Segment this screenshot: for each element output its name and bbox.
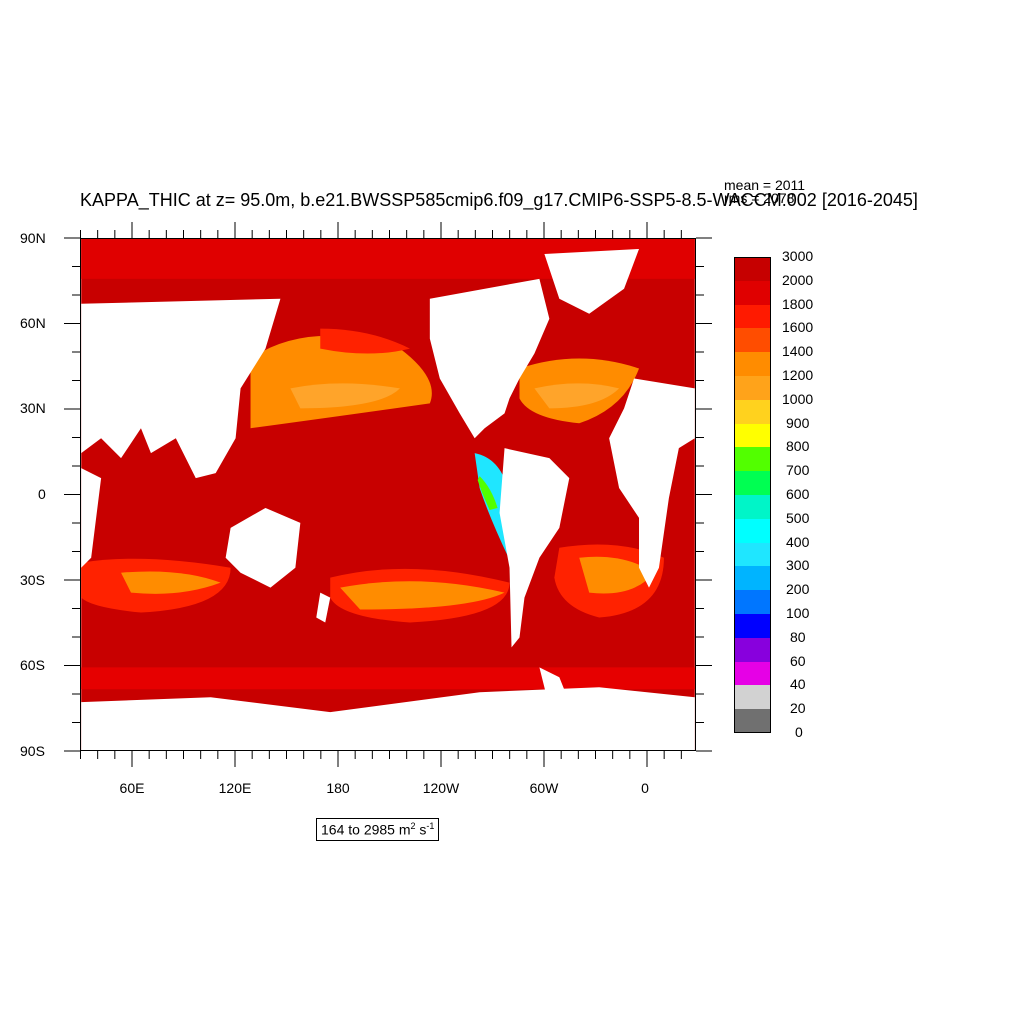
southern-ocean-band: [81, 667, 695, 690]
rms-stat: rms = 2078: [724, 190, 795, 206]
stats-box: mean = 2011 rms = 2078: [724, 177, 806, 206]
land-australia: [225, 507, 301, 588]
map-plot-area: [80, 238, 696, 751]
colorbar-box: [734, 447, 771, 472]
colorbar-box: [734, 542, 771, 567]
land-greenland: [544, 248, 640, 314]
colorbar-label: 800: [786, 438, 810, 455]
y-tick-60n: 60N: [20, 315, 46, 331]
range-unit2: s: [415, 821, 427, 838]
colorbar-label: 700: [786, 462, 810, 479]
y-tick-30n: 30N: [20, 400, 46, 416]
range-exp2: -1: [426, 821, 435, 831]
colorbar-box: [734, 423, 771, 448]
colorbar-box: [734, 518, 771, 543]
colorbar-box: [734, 376, 771, 400]
land-antarctica: [81, 687, 695, 750]
colorbar-box: [734, 637, 771, 662]
colorbar-label: 40: [790, 676, 806, 693]
south-pacific-light: [340, 581, 505, 610]
colorbar-label: 1600: [782, 319, 814, 336]
y-tick-90n: 90N: [20, 230, 46, 246]
range-exp1: 2: [410, 821, 416, 831]
north-atlantic-light: [534, 383, 620, 409]
north-pacific-light: [290, 383, 400, 409]
north-pacific-red: [320, 328, 410, 354]
map-svg: [81, 239, 695, 750]
x-tick-180: 180: [326, 780, 350, 796]
land-africa-east: [81, 468, 102, 568]
land-south-america: [499, 448, 570, 648]
y-tick-30s: 30S: [20, 572, 45, 588]
south-indian-light: [121, 571, 221, 594]
land-africa: [609, 378, 695, 588]
colorbar-box: [734, 399, 771, 424]
x-tick-0: 0: [641, 780, 649, 796]
colorbar-box: [734, 280, 771, 305]
colorbar-label: 20: [790, 700, 806, 717]
colorbar-box: [734, 709, 771, 734]
colorbar-box: [734, 661, 771, 686]
colorbar-label: 60: [790, 652, 806, 669]
colorbar-label: 100: [786, 605, 810, 621]
colorbar-box: [734, 257, 771, 281]
colorbar-box: [734, 471, 771, 496]
colorbar-label: 1800: [782, 295, 814, 312]
colorbar-label: 300: [786, 557, 810, 574]
colorbar-label: 0: [795, 724, 803, 740]
land-antarctic-peninsula: [539, 667, 570, 708]
south-atlantic-light: [579, 556, 654, 594]
colorbar-label: 900: [786, 414, 810, 431]
colorbar-box: [734, 328, 771, 353]
colorbar-box: [734, 304, 771, 329]
range-text: 164 to 2985 m: [321, 821, 411, 838]
colorbar-label: 80: [790, 628, 806, 645]
plot-title: KAPPA_THIC at z= 95.0m, b.e21.BWSSP585cm…: [80, 190, 918, 210]
colorbar-label: 1400: [782, 343, 814, 360]
north-pacific-orange: [250, 335, 432, 429]
colorbar-box: [734, 495, 771, 519]
land-north-america: [429, 278, 550, 439]
mean-stat: mean = 2011: [724, 177, 806, 193]
colorbar-label: 200: [786, 581, 810, 598]
colorbar-label: 3000: [782, 248, 814, 264]
x-tick-60w: 60W: [529, 780, 559, 796]
colorbar-label: 500: [786, 509, 810, 526]
y-tick-0: 0: [38, 486, 46, 502]
y-tick-60s: 60S: [20, 657, 45, 673]
colorbar-box: [734, 614, 771, 638]
land-new-zealand: [316, 592, 331, 623]
colorbar-box: [734, 685, 771, 710]
colorbar-label: 400: [786, 533, 810, 550]
x-tick-120e: 120E: [218, 780, 252, 796]
x-tick-60e: 60E: [119, 780, 145, 796]
colorbar-label: 1000: [782, 390, 814, 407]
colorbar-box: [734, 352, 771, 377]
colorbar-label: 2000: [782, 271, 814, 288]
colorbar-box: [734, 566, 771, 591]
colorbar-box: [734, 590, 771, 615]
colorbar-label: 1200: [782, 367, 814, 383]
land-eurasia: [81, 298, 281, 479]
y-tick-90s: 90S: [20, 743, 45, 759]
x-tick-120w: 120W: [422, 780, 460, 796]
colorbar-label: 600: [786, 486, 810, 502]
peru-coast-green: [477, 476, 498, 510]
value-range-box: 164 to 2985 m2 s-1: [316, 818, 440, 841]
